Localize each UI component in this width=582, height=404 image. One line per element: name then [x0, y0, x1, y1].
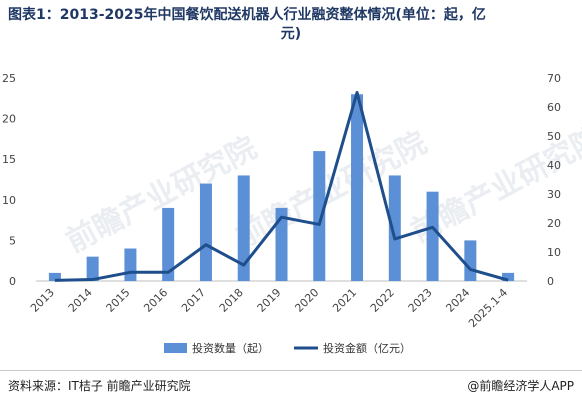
x-tick-label: 2014 [66, 286, 95, 315]
y-right-tick-label: 10 [547, 246, 561, 259]
y-left-tick-label: 15 [2, 153, 16, 166]
bar [464, 240, 477, 281]
x-tick-label: 2020 [292, 286, 321, 315]
bar [48, 272, 61, 281]
legend-swatch-bar [164, 343, 187, 353]
y-right-tick-label: 70 [547, 72, 561, 85]
x-tick-label: 2013 [28, 286, 57, 315]
footer-divider [0, 370, 582, 371]
x-tick-label: 2018 [217, 286, 246, 315]
y-right-tick-label: 0 [547, 275, 554, 288]
bar [388, 175, 401, 281]
x-tick-label: 2025.1-4 [466, 286, 510, 330]
publisher-credit: @前瞻经济学人APP [467, 379, 574, 393]
y-left-tick-label: 5 [9, 234, 16, 247]
y-left-tick-label: 0 [9, 275, 16, 288]
bar [275, 207, 288, 281]
x-tick-label: 2023 [406, 286, 435, 315]
x-tick-label: 2021 [330, 286, 359, 315]
bar [162, 207, 175, 281]
y-left-tick-label: 10 [2, 194, 16, 207]
line-series [54, 91, 509, 282]
chart-title: 图表1：2013-2025年中国餐饮配送机器人行业融资整体情况(单位：起，亿 元… [8, 6, 574, 44]
y-right-tick-label: 60 [547, 101, 561, 114]
y-right-tick-label: 30 [547, 188, 561, 201]
x-tick-label: 2019 [255, 286, 284, 315]
bar [351, 94, 364, 282]
title-line-1: 图表1：2013-2025年中国餐饮配送机器人行业融资整体情况(单位：起，亿 [8, 7, 486, 23]
title-line-2: 元) [280, 26, 302, 42]
y-left-tick-label: 20 [2, 113, 16, 126]
y-right-tick-label: 40 [547, 159, 561, 172]
bar [199, 183, 212, 281]
y-left-tick-label: 25 [2, 72, 16, 85]
bar [86, 256, 99, 281]
bar [426, 191, 439, 281]
x-tick-label: 2024 [443, 286, 472, 315]
bar [502, 272, 515, 281]
legend-label: 投资数量（起） [192, 341, 269, 355]
bar [313, 151, 326, 281]
bar [124, 248, 137, 281]
source-note: 资料来源：IT桔子 前瞻产业研究院 [8, 379, 191, 393]
x-tick-label: 2017 [179, 286, 208, 315]
x-tick-label: 2022 [368, 286, 397, 315]
bar [237, 175, 250, 281]
legend-label: 投资金额（亿元） [323, 341, 411, 355]
y-right-tick-label: 50 [547, 130, 561, 143]
x-tick-label: 2015 [104, 286, 133, 315]
x-tick-label: 2016 [141, 286, 170, 315]
y-right-tick-label: 20 [547, 217, 561, 230]
combo-chart: 0 5 10 15 20 25 0 10 20 30 40 50 60 70 2013 2014 2015 201… [2, 72, 561, 355]
